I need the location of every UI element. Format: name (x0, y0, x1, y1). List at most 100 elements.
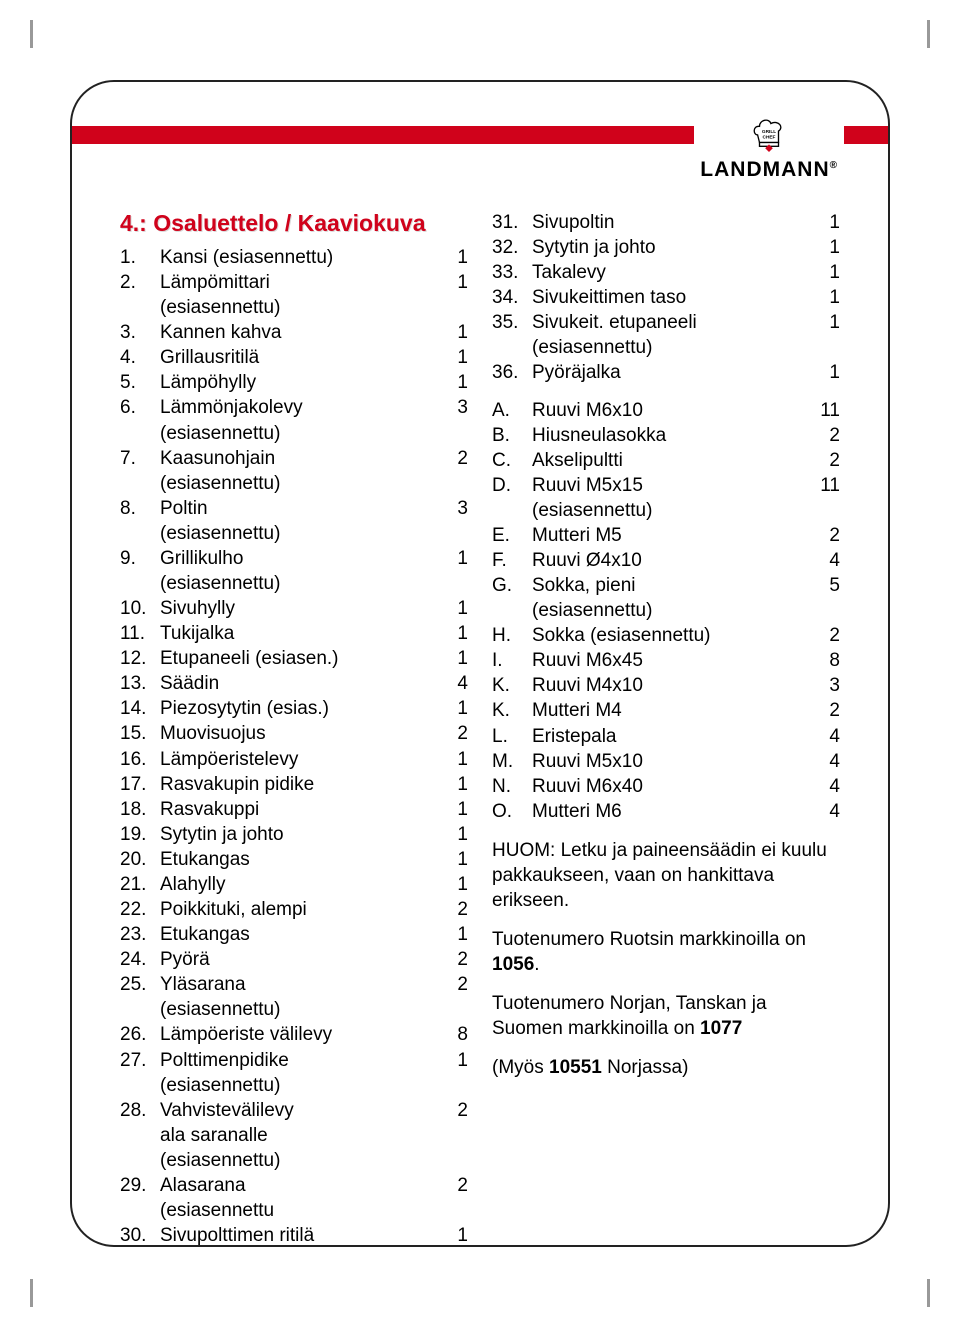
item-label: Säädin (160, 671, 438, 696)
item-qty: 2 (438, 721, 468, 746)
item-label: Akselipultti (532, 448, 810, 473)
list-row: E.Mutteri M52 (492, 523, 840, 548)
item-label: Lämpöeristelevy (160, 747, 438, 772)
item-number: 7. (120, 446, 160, 471)
item-qty (438, 295, 468, 320)
item-qty: 4 (810, 724, 840, 749)
item-qty: 1 (438, 872, 468, 897)
item-number (492, 335, 532, 360)
item-number: 23. (120, 922, 160, 947)
parts-list-left: 1.Kansi (esiasennettu)12.Lämpömittari1(e… (120, 245, 468, 1247)
item-label: Alasarana (160, 1173, 438, 1198)
item-number: 35. (492, 310, 532, 335)
item-number (120, 1073, 160, 1098)
item-number: 30. (120, 1223, 160, 1247)
item-number: H. (492, 623, 532, 648)
list-row: F.Ruuvi Ø4x104 (492, 548, 840, 573)
item-qty: 1 (438, 370, 468, 395)
item-qty (438, 1148, 468, 1173)
item-qty: 1 (438, 320, 468, 345)
list-row: (esiasennettu) (120, 1073, 468, 1098)
item-qty: 1 (438, 1048, 468, 1073)
item-qty: 1 (810, 210, 840, 235)
item-qty: 2 (810, 523, 840, 548)
item-qty: 1 (810, 285, 840, 310)
crop-mark (927, 1279, 930, 1307)
item-label: Sivukeittimen taso (532, 285, 810, 310)
list-row: 35.Sivukeit. etupaneeli1 (492, 310, 840, 335)
item-number: 11. (120, 621, 160, 646)
item-label: Sivupolttimen ritilä (160, 1223, 438, 1247)
item-qty: 4 (438, 671, 468, 696)
item-qty: 8 (438, 1022, 468, 1047)
item-qty: 3 (438, 395, 468, 420)
item-number: E. (492, 523, 532, 548)
item-label: Lämmönjakolevy (160, 395, 438, 420)
item-label: Ruuvi M4x10 (532, 673, 810, 698)
list-row: 25.Yläsarana2 (120, 972, 468, 997)
item-number: 8. (120, 496, 160, 521)
item-qty: 1 (438, 847, 468, 872)
list-row: B.Hiusneulasokka2 (492, 423, 840, 448)
item-label: Rasvakuppi (160, 797, 438, 822)
item-number (120, 421, 160, 446)
list-row: 34.Sivukeittimen taso1 (492, 285, 840, 310)
item-label: Sytytin ja johto (532, 235, 810, 260)
item-qty: 1 (438, 646, 468, 671)
svg-text:CHEF: CHEF (763, 135, 776, 141)
list-row: 12.Etupaneeli (esiasen.)1 (120, 646, 468, 671)
list-row: 7.Kaasunohjain2 (120, 446, 468, 471)
item-number: 16. (120, 747, 160, 772)
section-title: 4.: Osaluettelo / Kaaviokuva (120, 210, 468, 237)
item-label: Kansi (esiasennettu) (160, 245, 438, 270)
list-row: 5.Lämpöhylly1 (120, 370, 468, 395)
item-label: Ruuvi Ø4x10 (532, 548, 810, 573)
item-label: Ruuvi M6x45 (532, 648, 810, 673)
item-label: Ruuvi M6x40 (532, 774, 810, 799)
item-number: 24. (120, 947, 160, 972)
item-qty: 5 (810, 573, 840, 598)
item-number (120, 1123, 160, 1148)
item-label: Kannen kahva (160, 320, 438, 345)
list-row: 22.Poikkituki, alempi2 (120, 897, 468, 922)
item-label: (esiasennettu) (160, 521, 438, 546)
chef-hat-icon: GRILL CHEF (750, 114, 788, 152)
note-2: Tuotenumero Ruotsin markkinoilla on 1056… (492, 927, 840, 977)
list-row: A.Ruuvi M6x1011 (492, 398, 840, 423)
item-number: 1. (120, 245, 160, 270)
item-label: Sivupoltin (532, 210, 810, 235)
list-row: (esiasennettu (120, 1198, 468, 1223)
item-qty: 11 (810, 473, 840, 498)
item-label: Sivuhylly (160, 596, 438, 621)
item-qty: 1 (810, 260, 840, 285)
item-qty: 2 (438, 1173, 468, 1198)
item-number: 27. (120, 1048, 160, 1073)
item-number (120, 521, 160, 546)
item-label: ala saranalle (160, 1123, 438, 1148)
item-label: Mutteri M5 (532, 523, 810, 548)
item-label: Pyöräjalka (532, 360, 810, 385)
list-row: 14.Piezosytytin (esias.)1 (120, 696, 468, 721)
item-label: Sokka, pieni (532, 573, 810, 598)
item-label: Tukijalka (160, 621, 438, 646)
list-row: (esiasennettu) (120, 521, 468, 546)
list-row: 3.Kannen kahva1 (120, 320, 468, 345)
item-label: Muovisuojus (160, 721, 438, 746)
item-number (492, 598, 532, 623)
list-row: 33.Takalevy1 (492, 260, 840, 285)
item-number: A. (492, 398, 532, 423)
item-label: Etupaneeli (esiasen.) (160, 646, 438, 671)
item-number: 19. (120, 822, 160, 847)
item-qty (438, 1123, 468, 1148)
list-row: O.Mutteri M64 (492, 799, 840, 824)
item-qty: 1 (438, 922, 468, 947)
list-row: 9.Grillikulho1 (120, 546, 468, 571)
list-row: 28.Vahvistevälilevy2 (120, 1098, 468, 1123)
item-label: (esiasennettu) (160, 295, 438, 320)
item-number: 32. (492, 235, 532, 260)
item-qty: 11 (810, 398, 840, 423)
item-label: Poltin (160, 496, 438, 521)
item-number: 25. (120, 972, 160, 997)
item-qty: 1 (438, 546, 468, 571)
item-number: 3. (120, 320, 160, 345)
